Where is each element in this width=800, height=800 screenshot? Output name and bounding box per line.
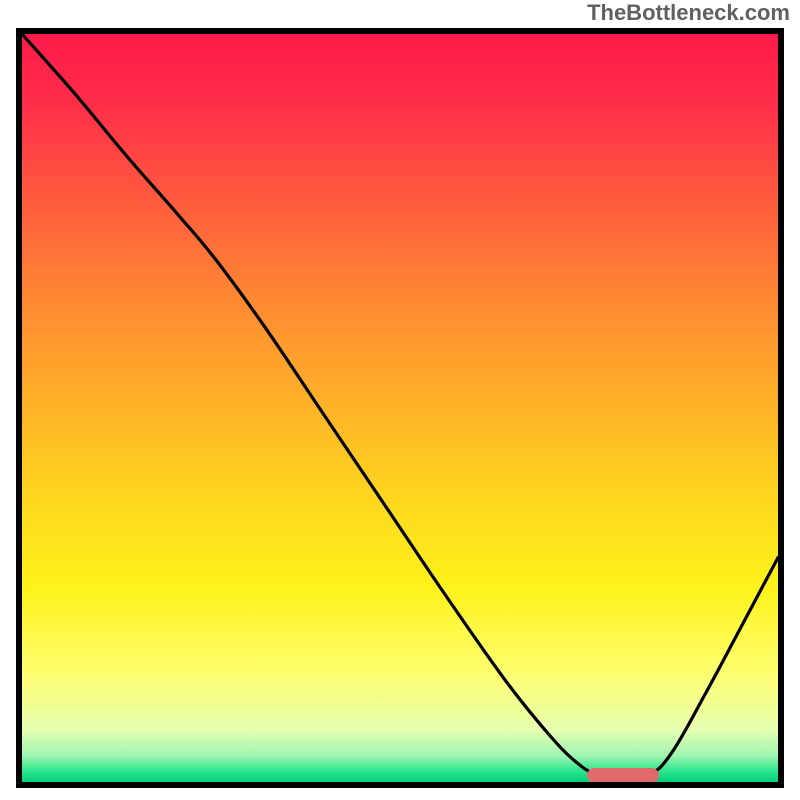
frame-border-top: [16, 28, 784, 34]
frame-border-right: [778, 28, 784, 788]
plot-area: [22, 34, 778, 782]
optimal-range-marker: [587, 768, 659, 783]
frame-border-bottom: [16, 782, 784, 788]
figure-root: TheBottleneck.com: [0, 0, 800, 800]
frame-border-left: [16, 28, 22, 788]
watermark-text: TheBottleneck.com: [587, 0, 790, 26]
bottleneck-curve: [22, 34, 778, 782]
